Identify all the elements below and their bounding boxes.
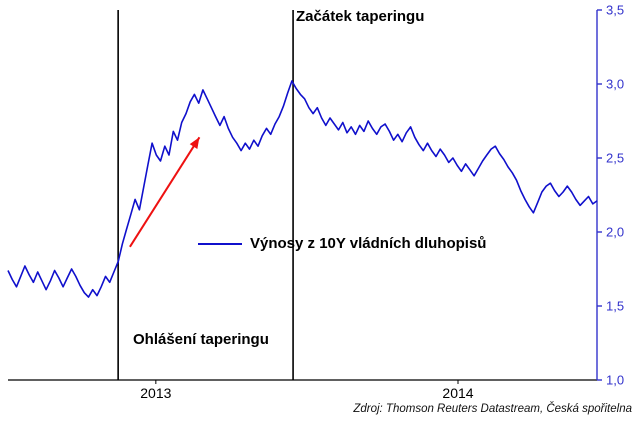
source-credit: Zdroj: Thomson Reuters Datastream, Česká… [353, 403, 632, 415]
legend-line-swatch [198, 242, 242, 245]
y-tick-label-3,5: 3,5 [606, 3, 624, 18]
y-tick-label-3,0: 3,0 [606, 77, 624, 92]
y-tick-label-2,5: 2,5 [606, 151, 624, 166]
annotation-tapering-announcement: Ohlášení taperingu [133, 331, 269, 348]
trend-arrow-head [189, 137, 200, 149]
x-tick-label-2013: 2013 [140, 385, 171, 401]
y-tick-label-1,5: 1,5 [606, 299, 624, 314]
legend-label: Výnosy z 10Y vládních dluhopisů [250, 235, 487, 252]
annotation-tapering-start: Začátek taperingu [296, 8, 425, 25]
yield-series-line [7, 80, 598, 298]
x-tick-label-2014: 2014 [442, 385, 473, 401]
y-tick-label-1,0: 1,0 [606, 373, 624, 388]
legend: Výnosy z 10Y vládních dluhopisů [198, 235, 486, 252]
trend-arrow-shaft [129, 136, 201, 248]
y-tick-label-2,0: 2,0 [606, 225, 624, 240]
